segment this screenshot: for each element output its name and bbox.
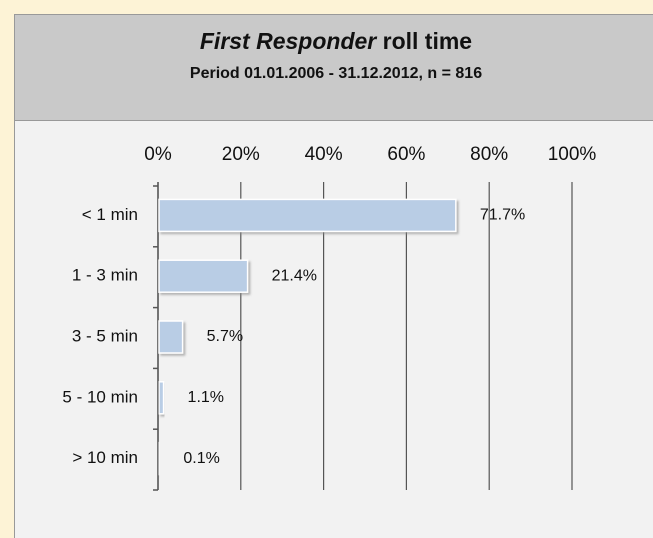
y-tick-label: 1 - 3 min bbox=[72, 266, 138, 285]
title-emphasis: First Responder bbox=[200, 28, 377, 54]
header bbox=[14, 14, 653, 121]
title-rest: roll time bbox=[383, 28, 472, 54]
bar bbox=[158, 198, 457, 233]
data-label: 5.7% bbox=[207, 328, 243, 345]
x-tick-label: 80% bbox=[470, 144, 508, 165]
y-tick-label: 5 - 10 min bbox=[62, 387, 138, 406]
bar bbox=[158, 320, 184, 354]
bar bbox=[158, 381, 165, 415]
x-tick-label: 40% bbox=[305, 144, 343, 165]
x-tick-label: 60% bbox=[387, 144, 425, 165]
y-tick-label: 3 - 5 min bbox=[72, 326, 138, 345]
x-tick-label: 20% bbox=[222, 144, 260, 165]
data-label: 21.4% bbox=[272, 267, 317, 284]
data-label: 71.7% bbox=[480, 207, 525, 224]
x-tick-label: 0% bbox=[144, 144, 172, 165]
bar bbox=[158, 259, 249, 293]
y-tick-label: > 10 min bbox=[72, 448, 138, 467]
x-tick-label: 100% bbox=[548, 144, 597, 165]
chart-title: First Responder roll time bbox=[200, 28, 472, 54]
y-tick-label: < 1 min bbox=[82, 205, 138, 224]
data-label: 1.1% bbox=[188, 389, 224, 406]
chart-subtitle: Period 01.01.2006 - 31.12.2012, n = 816 bbox=[190, 65, 482, 82]
data-label: 0.1% bbox=[183, 450, 219, 467]
